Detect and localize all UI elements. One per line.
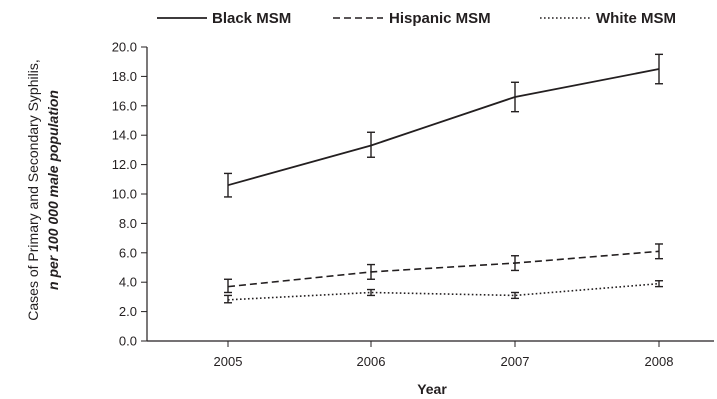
legend: Black MSM Hispanic MSM White MSM: [157, 10, 676, 27]
legend-label: Black MSM: [212, 10, 291, 27]
y-tick-label: 16.0: [112, 98, 137, 113]
series-line: [227, 250, 660, 288]
y-tick-label: 14.0: [112, 128, 137, 143]
x-tick-label: 2008: [645, 354, 674, 369]
legend-item-black-msm: Black MSM: [157, 10, 291, 27]
x-tick-label: 2007: [501, 354, 530, 369]
series-black-msm: [224, 53, 663, 198]
axes: 0.0 2.0 4.0 6.0 8.0 10.0 12.0 14.0 16.0 18.0 20.0 2…: [112, 40, 714, 369]
legend-label: White MSM: [596, 10, 676, 27]
y-axis-title-line2: n per 100 000 male population: [45, 90, 61, 290]
series-line: [227, 68, 660, 187]
y-tick-label: 10.0: [112, 187, 137, 202]
legend-label: Hispanic MSM: [389, 10, 491, 27]
y-tick-label: 6.0: [119, 245, 137, 260]
x-axis-title: Year: [417, 381, 447, 397]
legend-item-hispanic-msm: Hispanic MSM: [333, 10, 491, 27]
series-hispanic-msm: [224, 243, 663, 294]
y-tick-label: 0.0: [119, 334, 137, 349]
y-tick-label: 4.0: [119, 275, 137, 290]
y-axis-title: Cases of Primary and Secondary Syphilis,…: [25, 59, 61, 320]
series-layer: [224, 53, 663, 304]
series-line: [227, 282, 660, 301]
y-tick-label: 20.0: [112, 40, 137, 55]
legend-item-white-msm: White MSM: [540, 10, 676, 27]
y-tick-label: 18.0: [112, 69, 137, 84]
x-tick-label: 2005: [214, 354, 243, 369]
y-axis-title-line1: Cases of Primary and Secondary Syphilis,: [25, 59, 41, 320]
y-tick-label: 2.0: [119, 304, 137, 319]
y-tick-label: 12.0: [112, 157, 137, 172]
y-tick-label: 8.0: [119, 216, 137, 231]
series-white-msm: [224, 280, 663, 304]
x-tick-label: 2006: [357, 354, 386, 369]
